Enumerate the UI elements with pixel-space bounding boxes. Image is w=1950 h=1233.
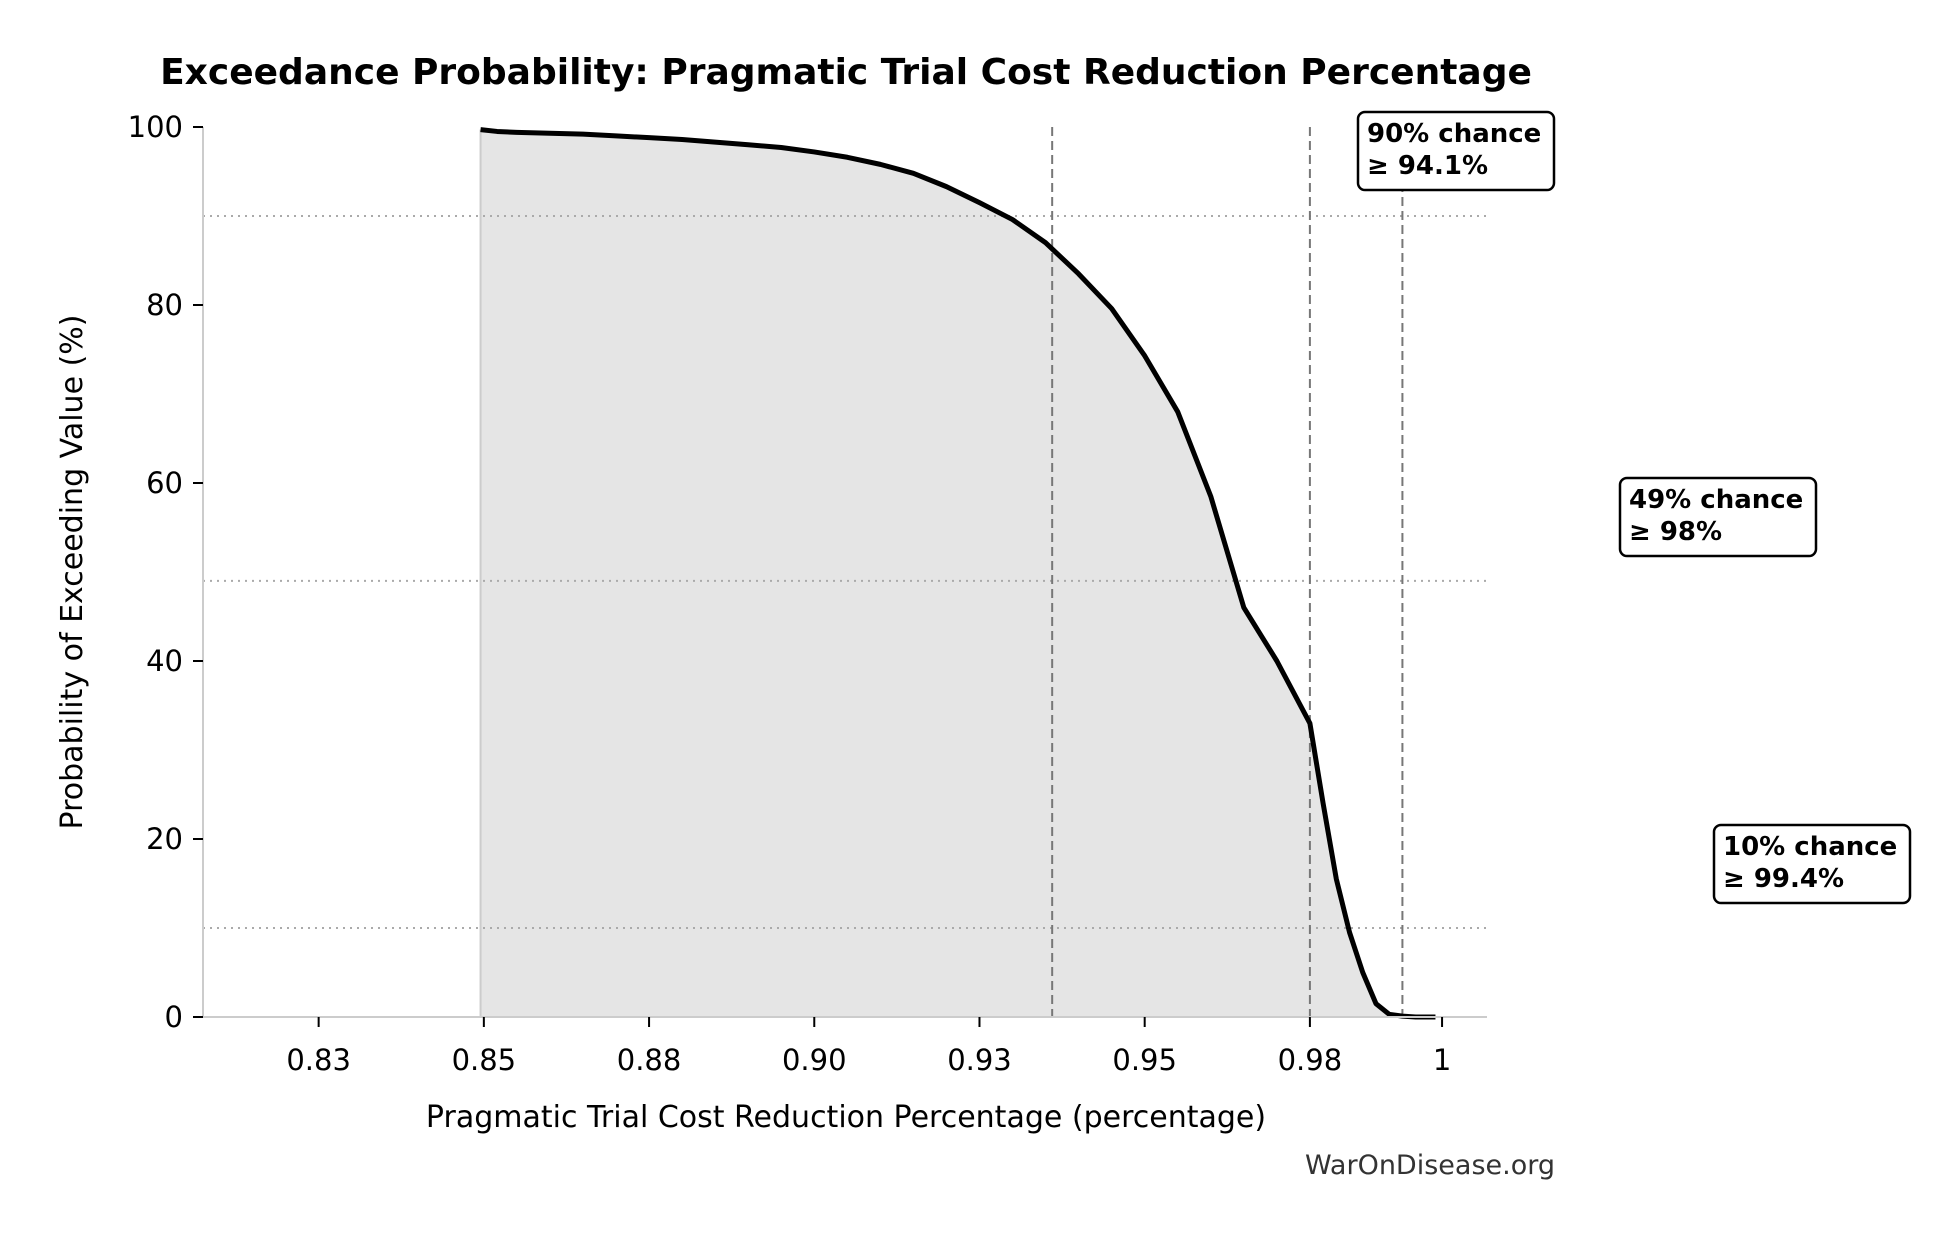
y-tick-label-3: 40 — [146, 644, 183, 678]
annotation-box-3 — [1712, 823, 1912, 905]
annotation-text-2-1: 49% chance — [1629, 485, 1803, 515]
y-tick-label-1: 0 — [165, 1000, 183, 1034]
x-tick-label-7: 0.98 — [1278, 1043, 1343, 1077]
annotation-1: 90% chance≥ 94.1% — [1356, 110, 1556, 192]
annotation-text-2-2: ≥ 98% — [1629, 517, 1722, 547]
x-tick-label-4: 0.90 — [782, 1043, 847, 1077]
annotation-text-3-2: ≥ 99.4% — [1723, 864, 1844, 894]
annotation-box-1 — [1356, 110, 1556, 192]
y-ticks: 0 20 40 60 80 100 — [128, 110, 203, 1034]
annotations: 90% chance≥ 94.1% 49% chance≥ 98% 10% chan… — [1356, 110, 1912, 905]
annotation-box-2 — [1618, 476, 1818, 558]
annotation-text-1-1: 90% chance — [1367, 119, 1541, 149]
chart-title: Exceedance Probability: Pragmatic Trial … — [160, 52, 1532, 93]
x-axis-label: Pragmatic Trial Cost Reduction Percentag… — [426, 1100, 1266, 1135]
exceedance-curve — [480, 127, 1436, 1020]
y-tick-label-6: 100 — [128, 110, 183, 144]
marker-lines — [1051, 127, 1404, 1017]
x-tick-label-2: 0.85 — [452, 1043, 517, 1077]
x-tick-label-5: 0.93 — [947, 1043, 1012, 1077]
annotation-3: 10% chance≥ 99.4% — [1712, 823, 1912, 905]
x-tick-label-3: 0.88 — [617, 1043, 682, 1077]
annotation-text-3-1: 10% chance — [1723, 832, 1897, 862]
x-tick-label-8: 1 — [1433, 1043, 1451, 1077]
area-fill — [480, 129, 1436, 1018]
y-tick-label-4: 60 — [146, 466, 183, 500]
x-tick-label-6: 0.95 — [1112, 1043, 1177, 1077]
axes — [202, 127, 1487, 1018]
x-tick-label-1: 0.83 — [286, 1043, 351, 1077]
curve-layer — [480, 127, 1436, 1020]
annotation-2: 49% chance≥ 98% — [1618, 476, 1818, 558]
y-tick-label-2: 20 — [146, 822, 183, 856]
x-ticks: 0.83 0.85 0.88 0.90 0.93 0.95 0.98 1 — [286, 1017, 1451, 1077]
y-axis-label: Probability of Exceeding Value (%) — [55, 315, 90, 830]
area-layer — [479, 129, 1436, 1018]
annotation-text-1-2: ≥ 94.1% — [1367, 151, 1488, 181]
source-label: WarOnDisease.org — [1305, 1150, 1555, 1181]
y-tick-label-5: 80 — [146, 288, 183, 322]
